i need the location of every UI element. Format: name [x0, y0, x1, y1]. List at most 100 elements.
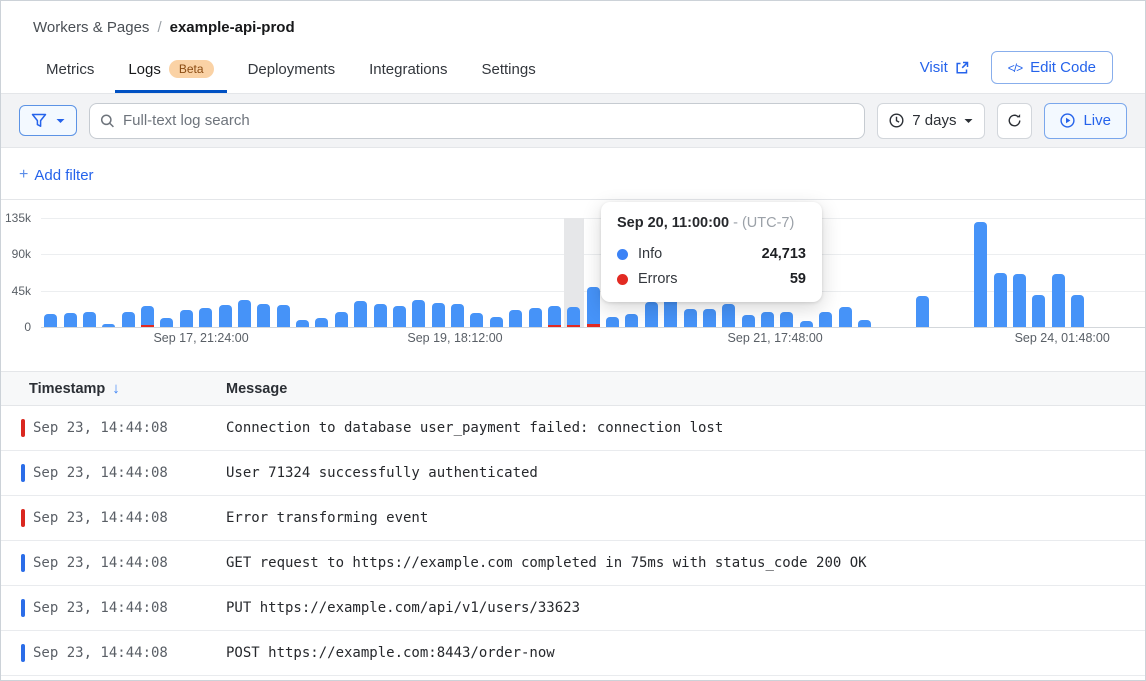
chart-bar[interactable] [622, 218, 641, 327]
refresh-button[interactable] [997, 102, 1033, 139]
chart-bar[interactable] [41, 218, 60, 327]
chart-bar[interactable] [177, 218, 196, 327]
bar [741, 315, 755, 327]
tooltip-rows: Info 24,713 Errors 59 [617, 246, 806, 287]
chart-bar[interactable] [719, 218, 738, 327]
chart-bar[interactable] [60, 218, 79, 327]
chart-bar-hovered[interactable] [564, 218, 584, 327]
bar [1051, 274, 1065, 327]
chart-bar [932, 218, 951, 327]
bar-info-segment [644, 302, 658, 327]
bar-info-segment [799, 321, 813, 327]
bar [315, 318, 329, 327]
chart-bar[interactable] [603, 218, 622, 327]
log-row[interactable]: Sep 23, 14:44:08 GET request to https://… [1, 541, 1145, 586]
bar-info-segment [509, 310, 523, 327]
chart-bar[interactable] [157, 218, 176, 327]
chart-bar[interactable] [332, 218, 351, 327]
log-row[interactable]: Sep 23, 14:44:08 PUT https://example.com… [1, 586, 1145, 631]
chart-bar[interactable] [429, 218, 448, 327]
bar [179, 310, 193, 327]
bar-info-segment [412, 300, 426, 327]
chart-bar[interactable] [642, 218, 661, 327]
chart-bar[interactable] [312, 218, 331, 327]
chart-bar[interactable] [1068, 218, 1087, 327]
chart-bar[interactable] [1049, 218, 1068, 327]
chart-bar[interactable] [855, 218, 874, 327]
bar-info-segment [838, 307, 852, 327]
visit-link[interactable]: Visit [920, 59, 969, 76]
chart-bar[interactable] [777, 218, 796, 327]
chart-bar[interactable] [487, 218, 506, 327]
timestamp-column-header[interactable]: Timestamp ↓ [1, 380, 226, 397]
chart-bar[interactable] [370, 218, 389, 327]
chart-bar[interactable] [506, 218, 525, 327]
tooltip-title: Sep 20, 11:00:00 - (UTC-7) [617, 215, 806, 231]
chart-bar[interactable] [448, 218, 467, 327]
chart-bar[interactable] [351, 218, 370, 327]
timestamp-header-label: Timestamp [29, 380, 106, 397]
tab-settings[interactable]: Settings [469, 50, 549, 93]
log-message: GET request to https://example.com compl… [226, 555, 867, 571]
bar-error-segment [141, 325, 155, 327]
chart-bar[interactable] [525, 218, 544, 327]
tab-logs[interactable]: Logs Beta [115, 50, 227, 93]
chart-bar[interactable] [254, 218, 273, 327]
chart-bar[interactable] [293, 218, 312, 327]
breadcrumb-root-link[interactable]: Workers & Pages [33, 19, 150, 36]
chart-bar[interactable] [971, 218, 990, 327]
log-row[interactable]: Sep 23, 14:44:08 User 71324 successfully… [1, 451, 1145, 496]
log-message: PUT https://example.com/api/v1/users/336… [226, 600, 581, 616]
chart-bar[interactable] [215, 218, 234, 327]
tab-integrations[interactable]: Integrations [356, 50, 460, 93]
chart-bar[interactable] [467, 218, 486, 327]
chart-bar[interactable] [816, 218, 835, 327]
chart-bar[interactable] [661, 218, 680, 327]
chart-bar[interactable] [680, 218, 699, 327]
chart-bar[interactable] [138, 218, 157, 327]
add-filter-button[interactable]: + Add filter [19, 166, 94, 184]
refresh-icon [1009, 114, 1021, 127]
chart-bar[interactable] [196, 218, 215, 327]
chart-bar[interactable] [1029, 218, 1048, 327]
bar-info-segment [761, 312, 775, 327]
filter-button[interactable] [19, 105, 77, 136]
bar [819, 312, 833, 327]
bar [644, 302, 658, 327]
chart-bar[interactable] [835, 218, 854, 327]
time-range-select[interactable]: 7 days [877, 102, 986, 139]
bar-info-segment [722, 304, 736, 327]
chart-bar[interactable] [913, 218, 932, 327]
chart-bar[interactable] [584, 218, 603, 327]
chart-bar[interactable] [80, 218, 99, 327]
chart-bar[interactable] [990, 218, 1009, 327]
log-row[interactable]: Sep 23, 14:44:08 Error transforming even… [1, 496, 1145, 541]
bar-info-segment [199, 308, 213, 327]
chart-bar[interactable] [758, 218, 777, 327]
chart-bar[interactable] [1010, 218, 1029, 327]
search-input[interactable] [89, 102, 866, 139]
tab-metrics[interactable]: Metrics [33, 50, 107, 93]
chart-bar[interactable] [409, 218, 428, 327]
chart-gridline [41, 254, 1145, 256]
chart-bar[interactable] [235, 218, 254, 327]
chart-bar[interactable] [274, 218, 293, 327]
log-row[interactable]: Sep 23, 14:44:08 POST https://example.co… [1, 631, 1145, 676]
tab-deployments[interactable]: Deployments [235, 50, 349, 93]
chart-bar[interactable] [99, 218, 118, 327]
live-button[interactable]: Live [1044, 102, 1127, 139]
log-message: User 71324 successfully authenticated [226, 465, 538, 481]
chart-bar[interactable] [700, 218, 719, 327]
chart-bar[interactable] [390, 218, 409, 327]
bar-info-segment [257, 304, 271, 327]
chart-bar[interactable] [739, 218, 758, 327]
edit-code-button[interactable]: </> Edit Code [990, 51, 1113, 84]
chart-bar[interactable] [797, 218, 816, 327]
log-timestamp: Sep 23, 14:44:08 [33, 510, 168, 526]
chart-bar[interactable] [119, 218, 138, 327]
chevron-down-icon [56, 118, 65, 123]
bar-info-segment [528, 308, 542, 327]
chart-bar[interactable] [545, 218, 564, 327]
log-row[interactable]: Sep 23, 14:44:08 Connection to database … [1, 406, 1145, 451]
